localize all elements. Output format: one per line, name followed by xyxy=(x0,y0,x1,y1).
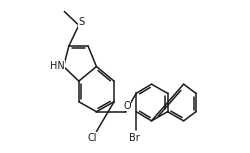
Text: Cl: Cl xyxy=(88,133,97,143)
Text: HN: HN xyxy=(50,61,64,71)
Text: S: S xyxy=(78,17,84,27)
Text: O: O xyxy=(123,101,130,111)
Text: Br: Br xyxy=(129,133,140,143)
